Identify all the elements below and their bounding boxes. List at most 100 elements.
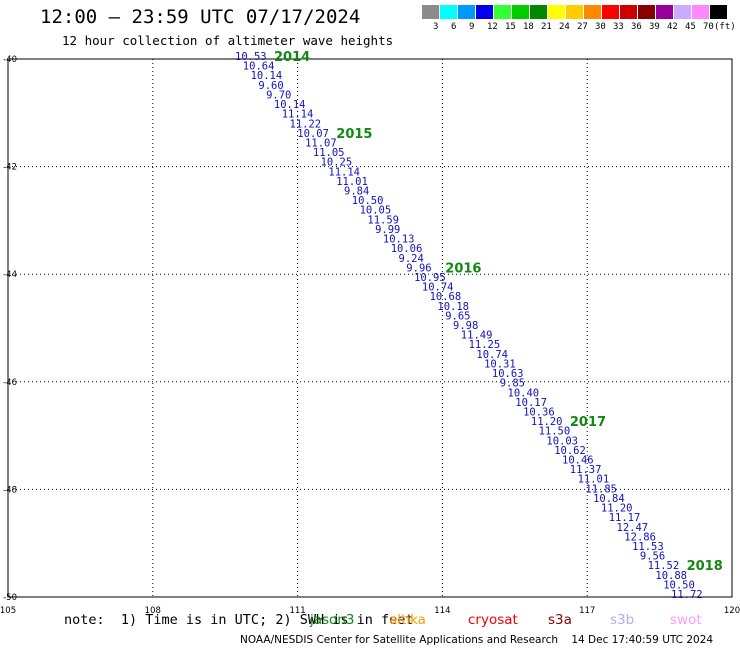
legend-swatch: [548, 5, 565, 19]
wave-height-label: 12.47: [617, 522, 649, 534]
credit-line: NOAA/NESDIS Center for Satellite Applica…: [240, 634, 714, 646]
wave-height-label: 10.36: [523, 407, 555, 419]
legend-value: 15: [505, 22, 516, 32]
wave-height-label: 11.53: [632, 541, 664, 553]
legend-swatch: [674, 5, 691, 19]
wave-height-label: 10.31: [484, 358, 516, 370]
wave-height-label: 10.62: [554, 445, 586, 457]
wave-height-label: 10.25: [321, 157, 353, 169]
legend-unit: (ft): [714, 22, 736, 32]
satellite-name: s3a: [548, 612, 572, 628]
legend-swatch: [512, 5, 529, 19]
wave-height-label: 10.84: [593, 493, 625, 505]
legend-value: 6: [451, 22, 457, 32]
lat-tick-label: -44: [3, 270, 17, 280]
legend-value: 9: [469, 22, 475, 32]
legend-swatch: [422, 5, 439, 19]
wave-height-label: 9.96: [406, 262, 431, 274]
lon-tick-label: 111: [289, 606, 305, 616]
footer-note: note: 1) Time is in UTC; 2) SWH is in fe…: [64, 612, 414, 628]
wave-height-label: 10.17: [515, 397, 547, 409]
wave-height-label: 10.03: [546, 435, 578, 447]
wave-height-label: 10.18: [437, 301, 469, 313]
wave-height-label: 11.49: [461, 330, 493, 342]
wave-height-label: 9.60: [258, 80, 283, 92]
wave-height-label: 11.20: [531, 416, 563, 428]
wave-height-label: 10.07: [297, 128, 329, 140]
map-title: 12:00 – 23:59 UTC 07/17/2024: [40, 6, 361, 28]
map-frame: [7, 58, 733, 598]
legend-swatch: [566, 5, 583, 19]
wave-height-label: 11.85: [585, 483, 617, 495]
satellite-name: cryosat: [468, 612, 518, 628]
legend-swatch: [710, 5, 727, 19]
legend-value: 45: [685, 22, 696, 32]
wave-height-label: 10.74: [476, 349, 508, 361]
legend-swatch: [692, 5, 709, 19]
wave-height-label: 9.56: [640, 551, 665, 563]
wave-height-label: 11.07: [305, 138, 337, 150]
map-subtitle: 12 hour collection of altimeter wave hei…: [62, 33, 394, 48]
legend-value: 21: [541, 22, 552, 32]
wave-height-label: 10.68: [430, 291, 462, 303]
legend-swatch: [476, 5, 493, 19]
wave-height-label: 10.88: [655, 570, 687, 582]
legend-value: 42: [667, 22, 678, 32]
wave-height-label: 11.59: [367, 214, 399, 226]
wave-height-label: 10.64: [243, 61, 275, 73]
wave-height-label: 10.40: [508, 387, 540, 399]
wave-height-label: 12.86: [624, 531, 656, 543]
legend-swatch: [620, 5, 637, 19]
wave-height-label: 10.63: [492, 368, 524, 380]
wave-height-label: 11.52: [648, 560, 680, 572]
legend-value: 3: [433, 22, 439, 32]
satellite-name: swot: [670, 612, 702, 628]
lat-tick-label: -42: [3, 163, 17, 173]
wave-height-color-legend: 3 6 9 12 15 18 21 24 27 30 33 36 39 42 45 70 (ft): [422, 5, 736, 35]
lon-tick-label: 117: [579, 606, 595, 616]
wave-height-label: 10.50: [663, 579, 695, 591]
legend-swatch: [530, 5, 547, 19]
legend-value: 27: [577, 22, 588, 32]
lat-tick-label: -48: [3, 485, 17, 495]
lat-tick-label: -40: [3, 55, 17, 65]
wave-height-label: 9.24: [399, 253, 424, 265]
wave-height-label: 10.50: [352, 195, 384, 207]
time-label: 2018: [687, 559, 723, 574]
time-label: 2016: [445, 261, 481, 276]
wave-height-label: 9.98: [453, 320, 478, 332]
lon-tick-label: 120: [724, 606, 740, 616]
legend-swatch: [440, 5, 457, 19]
wave-height-label: 9.84: [344, 186, 369, 198]
legend-value: 70: [703, 22, 714, 32]
lon-tick-label: 105: [0, 606, 16, 616]
wave-height-label: 11.72: [671, 589, 703, 601]
time-label: 2014: [274, 50, 310, 65]
legend-value: 39: [649, 22, 660, 32]
legend-value: 30: [595, 22, 606, 32]
wave-height-label: 11.14: [282, 109, 314, 121]
wave-height-label: 10.95: [414, 272, 446, 284]
legend-value: 33: [613, 22, 624, 32]
wave-height-label: 11.01: [336, 176, 368, 188]
legend-value: 18: [523, 22, 534, 32]
wave-height-label: 11.17: [609, 512, 641, 524]
wave-height-label: 10.06: [391, 243, 423, 255]
wave-height-label: 10.05: [360, 205, 392, 217]
wave-height-label: 10.74: [422, 282, 454, 294]
satellite-name: jason3: [310, 612, 355, 628]
legend-value: 12: [487, 22, 498, 32]
lon-tick-label: 114: [434, 606, 450, 616]
lat-tick-label: -50: [3, 593, 17, 603]
wave-height-label: 9.65: [445, 310, 470, 322]
axis-tick-labels: 105 108 111 114 117 120 -40 -42 -44 -46 -48 -50: [0, 55, 740, 616]
legend-swatch: [656, 5, 673, 19]
legend-swatch: [638, 5, 655, 19]
wave-height-label: 11.50: [539, 426, 571, 438]
wave-height-label: 11.25: [469, 339, 501, 351]
satellite-name: s3b: [610, 612, 635, 628]
lat-lon-grid: [7, 58, 733, 598]
time-label: 2015: [336, 127, 372, 142]
legend-swatch: [494, 5, 511, 19]
